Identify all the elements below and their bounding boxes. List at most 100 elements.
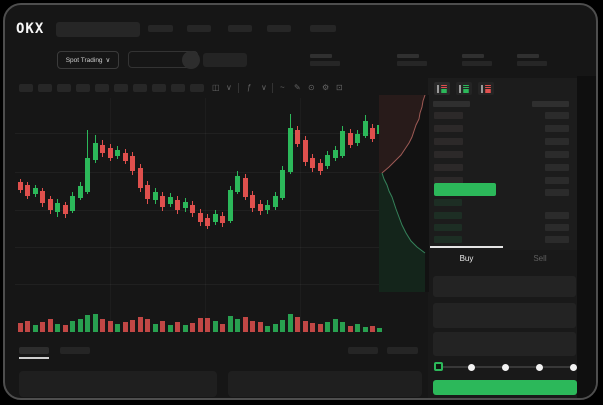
last-price-highlight[interactable] (434, 183, 496, 196)
indicators-icon[interactable]: ƒ (247, 83, 252, 92)
nav-item[interactable] (228, 25, 252, 32)
depth-bids-line (381, 172, 426, 254)
slider-handle[interactable] (433, 362, 443, 371)
bottom-tab[interactable] (60, 347, 90, 354)
ask-price-row[interactable] (434, 125, 463, 132)
volume-bar (377, 328, 382, 332)
fullscreen-icon[interactable]: ⊡ (336, 83, 343, 92)
volume-bar (340, 322, 345, 332)
bid-price-row[interactable] (434, 224, 462, 231)
candle-body (190, 205, 195, 213)
candle-body (228, 190, 233, 221)
toggle-line (485, 84, 491, 86)
candle-body (63, 205, 68, 214)
volume-bar (273, 324, 278, 332)
ask-price-row[interactable] (434, 177, 463, 184)
draw-tool-icon[interactable]: ✎ (294, 83, 301, 92)
bid-amount-row[interactable] (545, 236, 569, 243)
volume-bar (175, 322, 180, 332)
okx-logo[interactable]: OKX (16, 21, 45, 37)
interval-button[interactable] (152, 84, 166, 92)
candle-body (85, 158, 90, 192)
volume-bar (213, 321, 218, 332)
volume-bar (100, 319, 105, 332)
gridline-h (15, 284, 380, 285)
interval-button[interactable] (38, 84, 52, 92)
ticker-stat-value (462, 61, 492, 66)
candle-body (280, 170, 285, 198)
slider-stop[interactable] (569, 363, 577, 371)
orderbook-view-bids[interactable] (456, 82, 472, 95)
nav-item[interactable] (187, 25, 211, 32)
trade-form-input[interactable] (433, 332, 576, 356)
nav-item[interactable] (267, 25, 291, 32)
candle-body (295, 130, 300, 144)
candle-body (340, 131, 345, 156)
search-input[interactable] (56, 22, 140, 37)
ask-price-row[interactable] (434, 151, 463, 158)
interval-button[interactable] (19, 84, 33, 92)
volume-bar (318, 324, 323, 332)
ask-amount-row[interactable] (545, 151, 569, 158)
bid-price-row[interactable] (434, 236, 462, 243)
candle-body (273, 196, 278, 207)
trade-form-input[interactable] (433, 303, 576, 328)
nav-item[interactable] (310, 25, 336, 32)
ask-amount-row[interactable] (545, 177, 569, 184)
ask-price-row[interactable] (434, 112, 463, 119)
coin-icon (182, 51, 200, 69)
ask-price-row[interactable] (434, 138, 463, 145)
interval-button[interactable] (95, 84, 109, 92)
toggle-line (463, 86, 469, 89)
slider-stop[interactable] (502, 363, 509, 371)
slider-stop[interactable] (468, 363, 476, 371)
ticker-stat-label (462, 54, 484, 58)
interval-button[interactable] (133, 84, 147, 92)
camera-icon[interactable]: ⊙ (308, 83, 315, 92)
volume-bar (243, 317, 248, 332)
bottom-tab-active[interactable] (19, 347, 49, 354)
ticker-stat-value (310, 61, 340, 66)
line-tool-icon[interactable]: ~ (280, 83, 285, 92)
active-tab-indicator (430, 246, 503, 248)
orderbook-view-both[interactable] (434, 82, 450, 95)
bottom-action[interactable] (348, 347, 378, 354)
candle-style-icon[interactable]: ◫ (212, 83, 220, 92)
toggle-line (485, 86, 491, 89)
candle-body (265, 205, 270, 210)
interval-button[interactable] (114, 84, 128, 92)
ask-amount-row[interactable] (545, 189, 569, 196)
market-type-dropdown[interactable]: Spot Trading ∨ (57, 51, 119, 69)
volume-bar (280, 320, 285, 332)
ask-amount-row[interactable] (545, 138, 569, 145)
orderbook-view-asks[interactable] (478, 82, 494, 95)
ask-price-row[interactable] (434, 164, 463, 171)
buy-submit-button[interactable] (433, 380, 577, 395)
market-type-label: Spot Trading (65, 56, 103, 64)
interval-button[interactable] (171, 84, 185, 92)
ask-amount-row[interactable] (545, 112, 569, 119)
bid-price-row[interactable] (434, 199, 462, 206)
ask-amount-row[interactable] (545, 164, 569, 171)
settings-icon[interactable]: ⚙ (322, 83, 330, 92)
ask-amount-row[interactable] (545, 125, 569, 132)
bid-amount-row[interactable] (545, 212, 569, 219)
chevron-down-icon[interactable]: ∨ (261, 83, 267, 92)
interval-button[interactable] (76, 84, 90, 92)
interval-button[interactable] (190, 84, 204, 92)
volume-bar (33, 325, 38, 332)
right-gutter (577, 76, 596, 398)
trade-form-input[interactable] (433, 276, 576, 297)
toggle-line (463, 91, 469, 93)
candle-body (78, 186, 83, 198)
bottom-action[interactable] (387, 347, 418, 354)
bid-price-row[interactable] (434, 212, 462, 219)
nav-item[interactable] (148, 25, 173, 32)
chevron-down-icon[interactable]: ∨ (226, 83, 232, 92)
bid-amount-row[interactable] (545, 224, 569, 231)
tab-buy[interactable]: Buy (459, 254, 474, 263)
interval-button[interactable] (57, 84, 71, 92)
tab-sell[interactable]: Sell (533, 254, 547, 263)
slider-stop[interactable] (535, 363, 543, 371)
candle-body (235, 176, 240, 192)
